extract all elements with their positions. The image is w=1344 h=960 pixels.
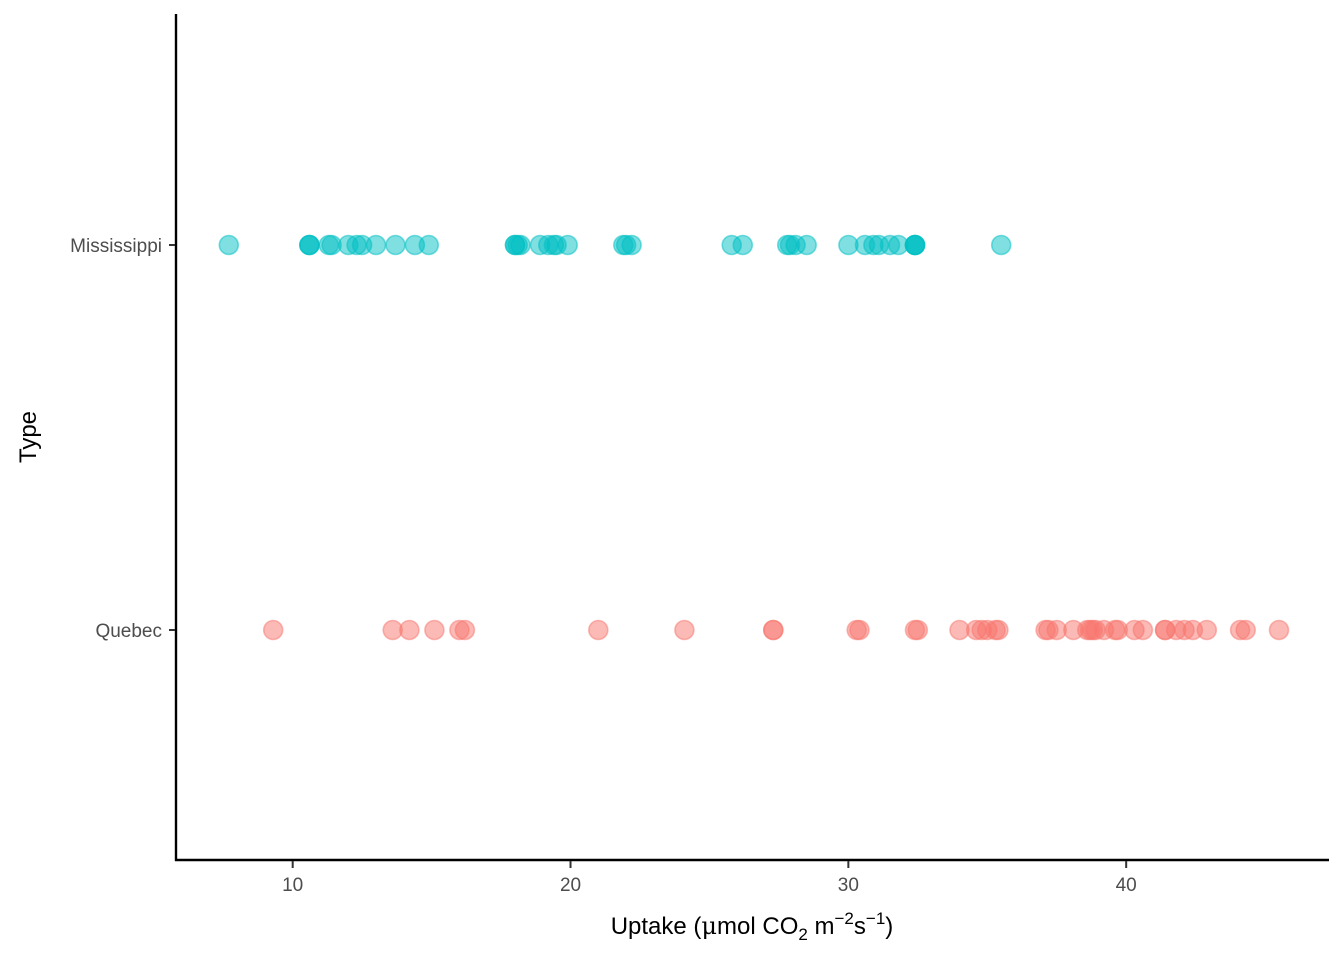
y-axis-title: Type [15,411,42,463]
data-point-quebec [1132,619,1154,641]
data-point-mississippi [418,234,440,256]
data-point-quebec [424,619,445,641]
y-tick-label-quebec: Quebec [95,621,162,642]
data-point-quebec [262,619,284,641]
data-point-mississippi [904,234,926,256]
data-point-quebec [587,619,609,641]
data-point-mississippi [218,234,240,256]
data-point-quebec [1196,619,1218,641]
x-axis-ticks: 10 20 30 40 [282,861,1137,896]
data-point-mississippi [299,234,320,256]
y-tick-label-mississippi: Mississippi [70,236,162,257]
x-tick-label: 20 [560,875,581,896]
x-axis-title: Uptake (μmol CO2 m−2s−1) [611,909,894,944]
data-point-quebec [907,619,929,641]
data-point-mississippi [796,234,818,256]
data-point-mississippi [732,234,754,256]
x-tick-label: 30 [838,875,859,896]
data-point-quebec [762,619,784,641]
data-point-quebec [1235,619,1256,641]
data-point-mississippi [990,234,1012,256]
data-point-quebec [988,619,1009,641]
data-point-quebec [849,619,870,641]
points-layer [218,234,1290,641]
data-point-quebec [674,619,695,641]
data-point-quebec [454,619,476,641]
data-point-mississippi [621,234,642,256]
data-point-quebec [1268,619,1290,641]
y-axis-ticks: Quebec Mississippi [70,236,175,642]
data-point-mississippi [385,234,406,256]
data-point-mississippi [510,234,531,256]
data-point-mississippi [557,234,579,256]
x-tick-label: 40 [1116,875,1137,896]
data-point-mississippi [365,234,387,256]
x-tick-label: 10 [282,875,303,896]
data-point-quebec [399,619,420,641]
